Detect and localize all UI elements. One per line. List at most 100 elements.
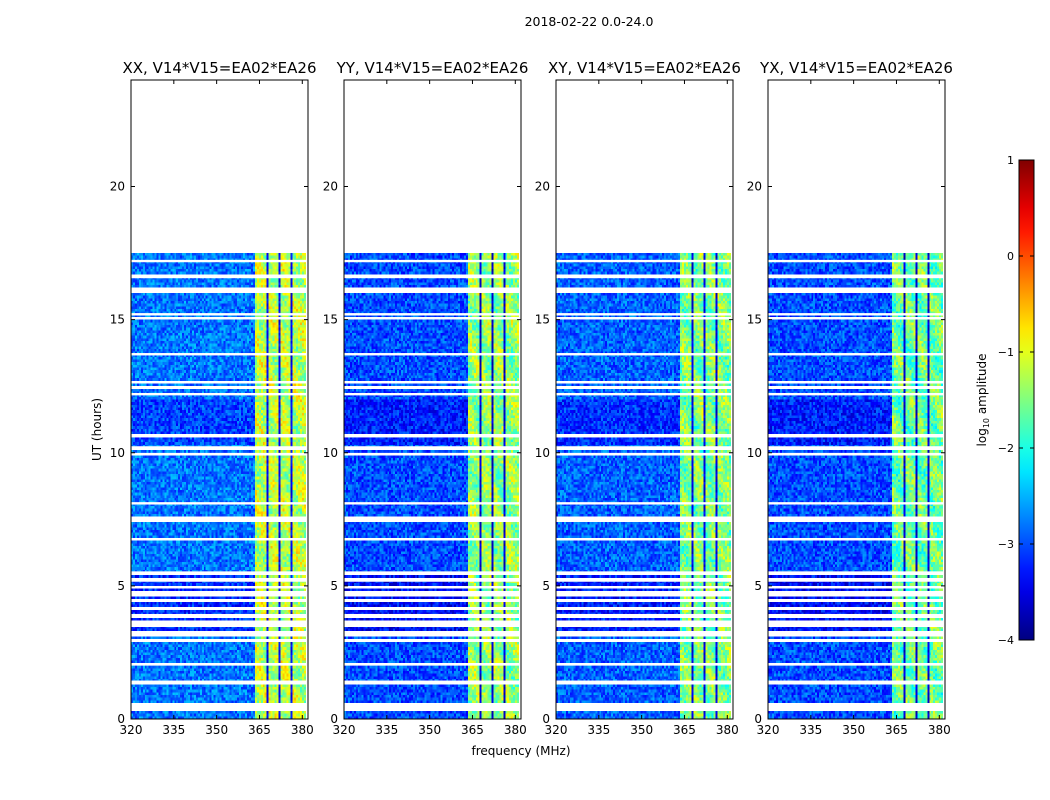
xtick-label: 335	[799, 723, 822, 737]
flag-row-27	[556, 353, 733, 356]
flag-row-28	[344, 317, 521, 320]
flag-row-13	[768, 599, 945, 602]
colorbar-tick-label: −1	[998, 346, 1014, 359]
flag-row-20	[131, 502, 308, 505]
flag-row-32	[768, 275, 945, 279]
flag-row-31	[556, 287, 733, 291]
flag-row-16	[768, 579, 945, 582]
flag-row-9	[344, 624, 521, 628]
x-axis-label: frequency (MHz)	[471, 744, 570, 758]
panel-1: 320 335 350 365 380 0 5 10 15 20 XX, V14*V15=EA02*…	[90, 59, 317, 737]
ytick-label: 5	[330, 579, 338, 593]
flag-row-11	[131, 613, 308, 617]
flag-row-27	[768, 353, 945, 356]
flag-row-28	[768, 317, 945, 320]
flag-row-18	[556, 538, 733, 541]
heatmap-image	[131, 80, 308, 719]
flag-row-5	[556, 680, 733, 683]
flag-row-12	[131, 607, 308, 610]
flag-row-16	[556, 579, 733, 582]
flag-row-30	[556, 290, 733, 293]
ytick-label: 0	[754, 712, 762, 726]
xtick-label: 380	[291, 723, 314, 737]
flag-row-3	[556, 704, 733, 707]
panel-title: XX, V14*V15=EA02*EA26	[122, 59, 316, 77]
flag-row-2	[556, 706, 733, 710]
colorbar-tick-label: −2	[998, 442, 1014, 455]
flag-row-21	[131, 452, 308, 456]
flag-row-25	[556, 386, 733, 389]
flag-row-28	[131, 317, 308, 320]
flag-row-18	[768, 538, 945, 541]
flag-row-29	[768, 313, 945, 316]
ytick-label: 10	[747, 446, 762, 460]
flag-row-15	[344, 586, 521, 589]
flag-row-33	[344, 259, 521, 263]
flag-row-10	[131, 621, 308, 624]
xtick-label: 350	[418, 723, 441, 737]
flag-row-24	[344, 392, 521, 396]
flag-row-16	[344, 579, 521, 582]
figure-suptitle: 2018-02-22 0.0-24.0	[525, 14, 654, 29]
flag-row-19	[556, 518, 733, 521]
flag-row-8	[556, 632, 733, 635]
axes-frame	[555, 79, 734, 720]
flag-row-4	[131, 703, 308, 706]
flag-row-24	[556, 392, 733, 396]
flag-row-5	[768, 680, 945, 683]
flag-row-20	[768, 502, 945, 505]
xtick-label: 365	[248, 723, 271, 737]
y-axis-label: UT (hours)	[90, 398, 104, 461]
flag-row-25	[768, 386, 945, 389]
panel-4: 320 335 350 365 380 0 5 10 15 20 YX, V14*V15=EA02*…	[747, 59, 953, 737]
colorbar-tick-label: 1	[1007, 154, 1014, 167]
flag-row-6	[556, 663, 733, 666]
flag-row-7	[131, 639, 308, 642]
flag-row-5	[131, 680, 308, 683]
flag-row-8	[344, 632, 521, 635]
flag-row-9	[768, 624, 945, 628]
axes-frame	[767, 79, 946, 720]
xtick-label: 320	[545, 723, 568, 737]
flag-row-17	[131, 571, 308, 574]
flag-row-26	[556, 380, 733, 384]
flag-row-5	[344, 680, 521, 683]
axes-frame	[130, 79, 309, 720]
colorbar-tick-label: −4	[998, 634, 1014, 647]
flag-row-27	[344, 353, 521, 356]
ytick-label: 0	[117, 712, 125, 726]
flag-row-8	[768, 632, 945, 635]
flag-row-22	[768, 446, 945, 449]
flag-row-23	[556, 435, 733, 438]
colorbar-scale	[1018, 159, 1035, 641]
flag-row-2	[768, 706, 945, 710]
flag-row-6	[344, 663, 521, 666]
ytick-label: 15	[535, 313, 550, 327]
flag-row-9	[556, 624, 733, 628]
xtick-label: 320	[757, 723, 780, 737]
flag-row-3	[344, 704, 521, 707]
panel-title: YX, V14*V15=EA02*EA26	[759, 59, 953, 77]
flag-row-26	[344, 380, 521, 384]
panel-3: 320 335 350 365 380 0 5 10 15 20 XY, V14*V15=EA02*…	[535, 59, 741, 737]
heatmap-image	[556, 80, 733, 719]
flag-row-16	[131, 579, 308, 582]
flag-row-7	[556, 639, 733, 642]
ytick-label: 15	[747, 313, 762, 327]
flag-row-30	[344, 290, 521, 293]
ytick-label: 0	[542, 712, 550, 726]
flag-row-18	[131, 538, 308, 541]
xtick-label: 350	[205, 723, 228, 737]
flag-row-13	[344, 599, 521, 602]
xtick-label: 380	[504, 723, 527, 737]
axes-frame	[343, 79, 522, 720]
flag-row-33	[131, 259, 308, 263]
ytick-label: 20	[535, 180, 550, 194]
ytick-label: 15	[323, 313, 338, 327]
flag-row-22	[344, 446, 521, 449]
ytick-label: 10	[535, 446, 550, 460]
flag-row-29	[131, 313, 308, 316]
flag-row-25	[131, 386, 308, 389]
flag-row-4	[556, 703, 733, 706]
